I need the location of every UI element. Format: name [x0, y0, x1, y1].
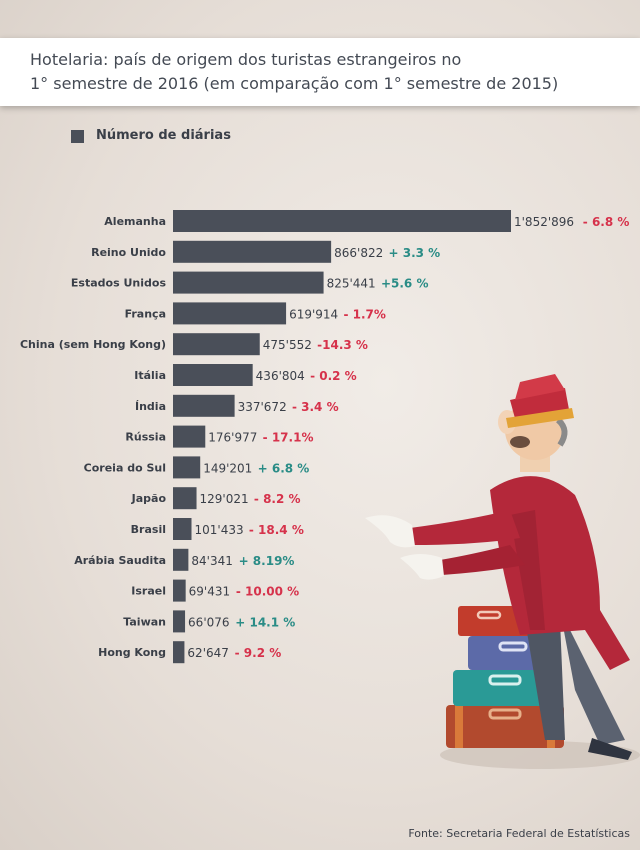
- bar: [173, 641, 185, 664]
- value-label: 66'076: [188, 615, 229, 629]
- value-label: 129'021: [200, 492, 249, 506]
- bar: [173, 518, 192, 540]
- category-label: França: [125, 307, 166, 320]
- bar: [173, 394, 235, 417]
- bar: [173, 456, 201, 479]
- category-label: Índia: [135, 400, 166, 413]
- legend-swatch: [71, 130, 84, 143]
- value-label: 69'431: [189, 585, 230, 599]
- change-label: +5.6 %: [381, 277, 429, 291]
- bar: [173, 333, 260, 356]
- source-note: Fonte: Secretaria Federal de Estatística…: [408, 827, 630, 840]
- bar: [173, 548, 189, 571]
- bar: [173, 487, 197, 510]
- value-label: 436'804: [256, 369, 305, 383]
- value-label: 475'552: [263, 338, 312, 352]
- change-label: - 1.7%: [343, 307, 385, 321]
- bar: [173, 364, 253, 386]
- category-label: Arábia Saudita: [74, 554, 166, 567]
- value-label: 1'852'896: [514, 215, 574, 229]
- bar: [173, 271, 324, 294]
- category-label: China (sem Hong Kong): [20, 338, 166, 351]
- change-label: - 9.2 %: [235, 646, 282, 660]
- bar: [173, 610, 186, 633]
- bar: [173, 240, 332, 263]
- change-label: - 18.4 %: [249, 523, 304, 537]
- category-label: Reino Unido: [91, 246, 166, 259]
- category-label: Coreia do Sul: [84, 461, 166, 474]
- change-label: - 8.2 %: [254, 492, 301, 506]
- category-label: Taiwan: [123, 615, 166, 628]
- value-label: 866'822: [334, 246, 383, 260]
- value-label: 84'341: [191, 554, 232, 568]
- value-label: 149'201: [203, 461, 252, 475]
- value-label: 176'977: [208, 431, 257, 445]
- category-label: Rússia: [125, 431, 166, 444]
- title-banner: Hotelaria: país de origem dos turistas e…: [0, 38, 640, 106]
- chart-title-line-1: Hotelaria: país de origem dos turistas e…: [30, 50, 462, 69]
- value-label: 619'914: [289, 307, 338, 321]
- change-label: - 10.00 %: [236, 585, 299, 599]
- bar: [173, 425, 206, 448]
- change-label: -14.3 %: [317, 338, 368, 352]
- category-label: Estados Unidos: [71, 277, 167, 290]
- value-label: 62'647: [187, 646, 228, 660]
- bar: [173, 210, 511, 232]
- change-label: + 3.3 %: [389, 246, 441, 260]
- change-label: - 6.8 %: [583, 215, 630, 229]
- category-label: Israel: [131, 585, 166, 598]
- change-label: + 8.19%: [239, 554, 295, 568]
- value-label: 337'672: [238, 400, 287, 414]
- category-label: Itália: [134, 369, 166, 382]
- legend-label: Número de diárias: [96, 128, 231, 143]
- change-label: - 0.2 %: [310, 369, 357, 383]
- chart-title-line-2: 1° semestre de 2016 (em comparação com 1…: [30, 74, 559, 93]
- value-label: 101'433: [195, 523, 244, 537]
- category-label: Japão: [131, 492, 167, 505]
- bellhop-illustration: [365, 374, 640, 769]
- value-label: 825'441: [327, 277, 376, 291]
- change-label: + 14.1 %: [235, 615, 295, 629]
- category-label: Brasil: [131, 523, 166, 536]
- change-label: - 3.4 %: [292, 400, 339, 414]
- bar: [173, 579, 186, 602]
- category-label: Hong Kong: [98, 646, 166, 659]
- change-label: - 17.1%: [263, 431, 314, 445]
- bar: [173, 302, 287, 325]
- change-label: + 6.8 %: [258, 461, 310, 475]
- category-label: Alemanha: [104, 215, 166, 228]
